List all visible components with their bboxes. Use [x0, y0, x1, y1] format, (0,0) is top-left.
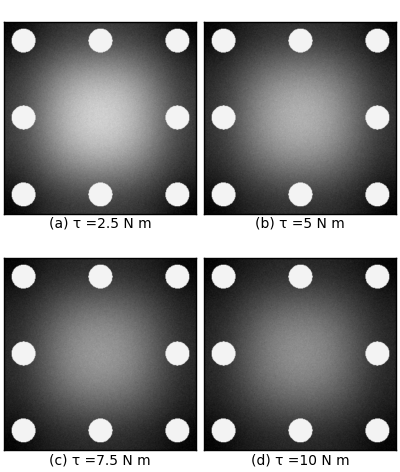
X-axis label: (a) τ =2.5 N m: (a) τ =2.5 N m: [49, 217, 151, 231]
X-axis label: (b) τ =5 N m: (b) τ =5 N m: [255, 217, 345, 231]
X-axis label: (c) τ =7.5 N m: (c) τ =7.5 N m: [49, 453, 151, 467]
X-axis label: (d) τ =10 N m: (d) τ =10 N m: [251, 453, 349, 467]
